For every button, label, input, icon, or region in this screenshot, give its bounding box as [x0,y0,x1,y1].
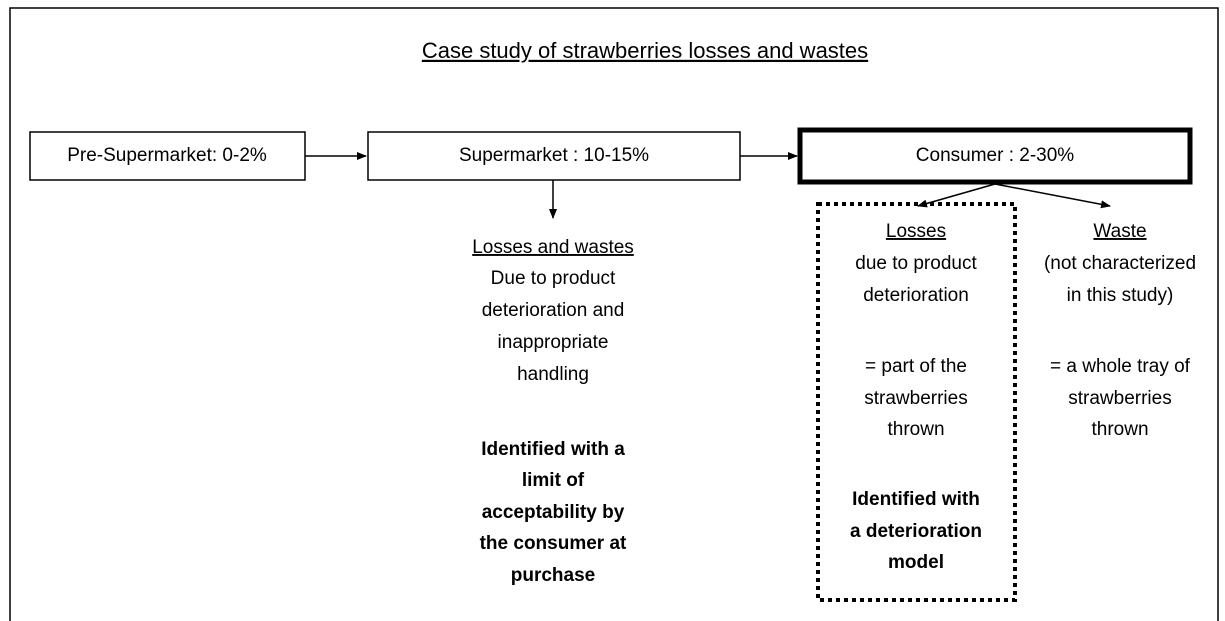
annotation-line: inappropriate [498,332,609,353]
annotation-line: Due to product [491,268,616,289]
annotation-heading: Losses and wastes [472,237,634,258]
annotation-heading: Losses [886,221,946,242]
annotation-line: (not characterized [1044,253,1196,274]
node-box [797,127,1193,185]
annotation-line: strawberries [864,388,967,409]
dotted-box [816,202,1017,602]
annotation-line: due to product [855,253,977,274]
node-box [367,131,741,181]
annotation-line: deterioration and [482,300,625,321]
annotation-line: in this study) [1067,285,1174,306]
annotation-bold-line: purchase [511,565,595,586]
annotation-line: = part of the [865,356,967,377]
annotation-bold-line: the consumer at [480,533,627,554]
annotation-line: thrown [887,419,944,440]
annotation-line: strawberries [1068,388,1171,409]
annotation-bold-line: limit of [522,470,585,491]
annotation-line: deterioration [863,285,969,306]
arrow [994,183,1111,209]
annotation-bold-line: acceptability by [482,502,625,523]
frame [9,7,1219,621]
annotation-bold-line: a deterioration [850,521,982,542]
annotation-line: thrown [1091,419,1148,440]
node-label: Supermarket : 10-15% [459,145,649,166]
annotation-bold-line: Identified with a [481,439,625,460]
annotation-bold-line: Identified with [852,489,980,510]
annotation-line: handling [517,364,589,385]
title: Case study of strawberries losses and wa… [422,38,868,63]
node-label: Consumer : 2-30% [916,145,1075,166]
annotation-bold-line: model [888,552,944,573]
annotation-line: = a whole tray of [1050,356,1191,377]
node-label: Pre-Supermarket: 0-2% [67,145,267,166]
annotation-heading: Waste [1093,221,1146,242]
